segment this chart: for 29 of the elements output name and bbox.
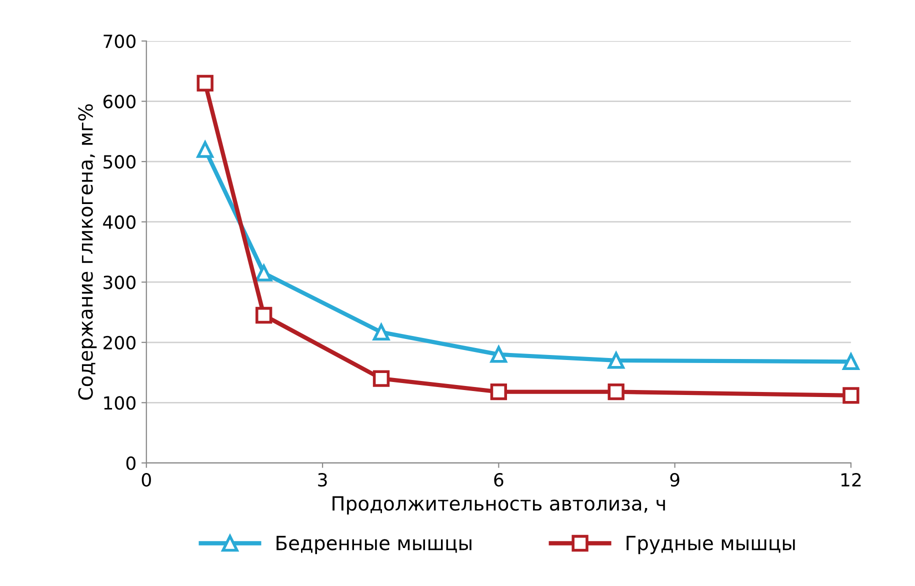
point: [608, 383, 624, 400]
y-tick-label: 0: [126, 456, 136, 470]
x-tick-label: 3: [318, 472, 327, 487]
y-tick-label: 700: [104, 34, 136, 48]
point: [255, 264, 272, 282]
legend-label: Грудные мышцы: [626, 536, 795, 554]
x-axis-title: Продолжительность автолиза, ч: [332, 496, 665, 515]
point: [255, 306, 272, 324]
x-tick-label: 12: [841, 472, 861, 486]
y-axis-title: Содержание гликогена, мг%: [78, 104, 97, 400]
point: [608, 352, 624, 369]
point: [372, 370, 390, 387]
y-tick-label: 500: [104, 155, 136, 169]
point: [372, 324, 390, 340]
point: [842, 353, 860, 370]
y-tick-label: 600: [103, 94, 136, 108]
point: [842, 387, 860, 404]
x-tick-label: 9: [670, 472, 680, 487]
point: [490, 383, 508, 400]
point: [490, 346, 508, 363]
point: [196, 74, 214, 92]
point: [196, 141, 214, 158]
y-tick-label: 200: [104, 336, 136, 350]
x-tick-label: 0: [142, 472, 151, 487]
y-tick-label: 300: [104, 276, 136, 290]
y-tick-label: 100: [104, 396, 136, 410]
x-tick-label: 6: [494, 472, 504, 487]
y-tick-label: 400: [103, 215, 136, 229]
legend-label: Бедренные мышцы: [276, 536, 472, 554]
